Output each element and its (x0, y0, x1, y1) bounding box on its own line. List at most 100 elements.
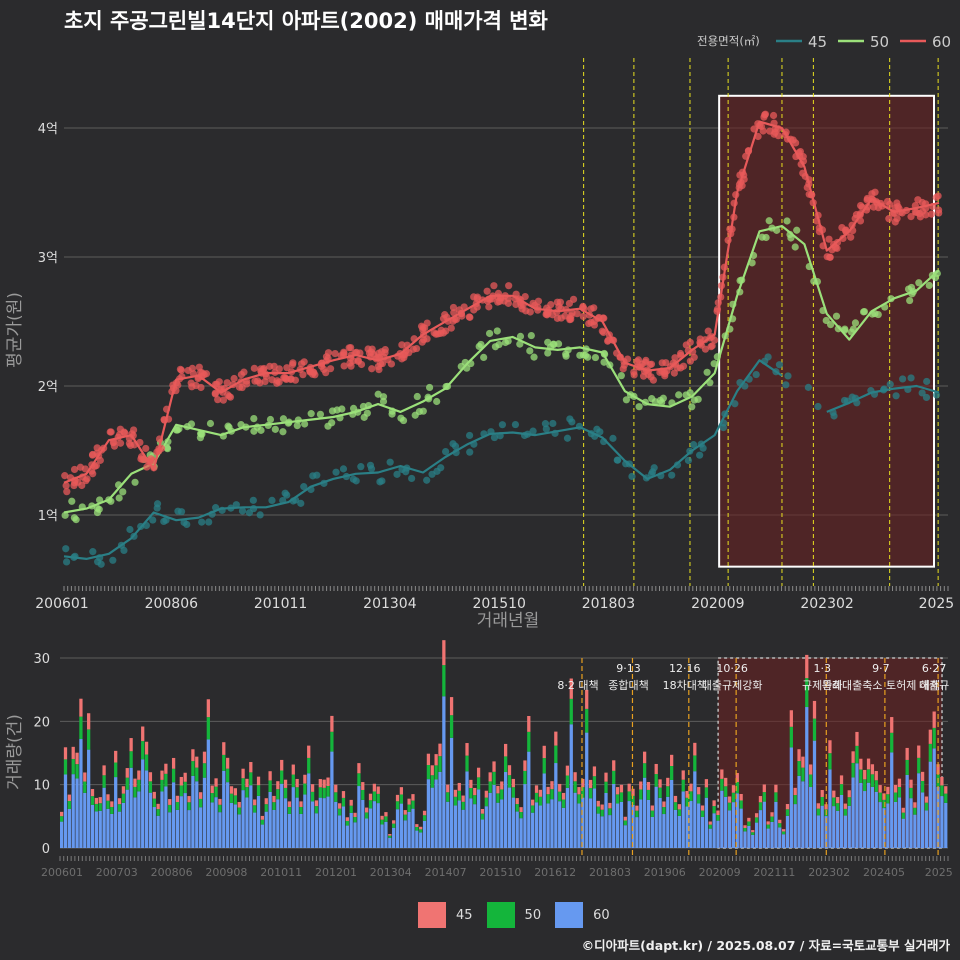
bar-segment-50 (245, 787, 249, 798)
bar-segment-50 (426, 765, 431, 780)
bar-segment-60 (264, 811, 268, 848)
bar-segment-50 (98, 803, 102, 811)
bar-segment-60 (897, 797, 902, 848)
data-point-50 (316, 410, 325, 418)
bar-segment-60 (372, 801, 376, 848)
bar-segment-50 (855, 745, 859, 764)
bar-segment-45 (465, 743, 469, 756)
data-point-45 (423, 476, 431, 484)
bar-segment-50 (160, 779, 164, 792)
bar-segment-45 (144, 741, 149, 755)
data-point-60 (375, 365, 383, 374)
bar-segment-45 (75, 752, 79, 765)
bar-segment-60 (863, 791, 867, 848)
data-point-50 (915, 279, 923, 287)
data-point-60 (450, 309, 458, 317)
bar-segment-50 (716, 815, 720, 821)
bar-segment-50 (388, 835, 392, 838)
bar-segment-50 (890, 732, 894, 753)
bar-segment-50 (87, 729, 91, 750)
data-point-45 (907, 374, 915, 382)
bar-segment-50 (226, 768, 230, 783)
data-point-50 (832, 312, 841, 320)
data-point-60 (299, 371, 307, 379)
bar-segment-50 (720, 778, 724, 791)
bar-segment-45 (272, 795, 276, 803)
data-point-60 (534, 297, 543, 305)
bar-segment-45 (365, 807, 369, 813)
bar-segment-60 (940, 796, 944, 848)
bar-segment-45 (596, 800, 600, 807)
bar-segment-50 (60, 816, 64, 822)
bar-segment-50 (554, 745, 558, 764)
bar-segment-45 (642, 751, 647, 764)
bar-segment-60 (272, 809, 276, 848)
bar-segment-60 (851, 777, 855, 848)
bar-segment-60 (365, 818, 369, 848)
bar-segment-60 (820, 805, 824, 848)
bar-segment-45 (71, 746, 75, 759)
bar-segment-50 (666, 786, 670, 797)
bar-legend: 45 50 60 (418, 902, 610, 928)
bar-segment-60 (944, 802, 948, 848)
bar-segment-60 (388, 837, 392, 848)
bar-segment-45 (727, 796, 732, 803)
bar-segment-60 (496, 802, 500, 848)
bar-segment-45 (685, 790, 689, 798)
bar-segment-60 (905, 774, 909, 848)
data-point-50 (307, 410, 315, 418)
bar-segment-45 (523, 760, 527, 771)
data-point-60 (833, 244, 841, 252)
data-point-60 (893, 199, 901, 207)
bar-segment-45 (670, 754, 674, 767)
bar-segment-60 (936, 786, 940, 848)
data-point-60 (187, 379, 195, 387)
bar-segment-50 (612, 770, 616, 784)
bar-segment-60 (839, 795, 844, 848)
bar-segment-50 (488, 781, 492, 793)
data-point-60 (470, 306, 478, 314)
bar-x-tick-label: 201510 (479, 866, 521, 879)
bar-segment-60 (357, 786, 361, 848)
x-tick-label: 2025 (919, 596, 955, 612)
bar-segment-60 (380, 824, 384, 848)
bar-segment-50 (480, 813, 485, 820)
chart-title: 초지 주공그린빌14단지 아파트(2002) 매매가격 변화 (64, 9, 549, 33)
data-point-60 (240, 368, 248, 376)
data-point-60 (542, 310, 550, 318)
data-point-45 (408, 474, 416, 483)
data-point-50 (480, 353, 488, 361)
bar-segment-50 (619, 792, 624, 802)
bar-segment-45 (531, 799, 535, 806)
bar-segment-45 (461, 795, 465, 802)
data-point-50 (163, 444, 171, 452)
bar-segment-60 (639, 799, 643, 848)
bar-segment-45 (654, 763, 658, 775)
bar-segment-45 (60, 811, 64, 817)
bar-segment-50 (507, 775, 512, 788)
data-point-50 (783, 217, 791, 225)
bar-segment-45 (341, 791, 346, 798)
bar-segment-60 (673, 809, 678, 848)
policy-label-name: 규제완화 (802, 679, 842, 692)
bar-segment-60 (519, 818, 523, 848)
bar-segment-60 (909, 798, 913, 848)
bar-segment-50 (183, 781, 187, 794)
bar-segment-60 (500, 799, 504, 848)
bar-x-tick-label: 2025 (925, 866, 953, 879)
bar-segment-60 (291, 787, 295, 848)
bar-segment-45 (932, 711, 936, 728)
bar-segment-45 (770, 812, 774, 817)
data-point-45 (283, 491, 291, 499)
bar-segment-50 (473, 795, 477, 805)
bar-segment-45 (376, 786, 380, 794)
bar-segment-60 (670, 779, 674, 848)
bar-segment-50 (697, 794, 701, 804)
policy-label-name: 대출규제강화 (702, 679, 763, 692)
bar-segment-50 (785, 809, 790, 816)
data-point-60 (587, 305, 595, 313)
data-point-45 (198, 518, 206, 526)
data-point-60 (346, 359, 354, 367)
bar-segment-45 (600, 804, 604, 810)
bar-segment-50 (438, 756, 442, 772)
